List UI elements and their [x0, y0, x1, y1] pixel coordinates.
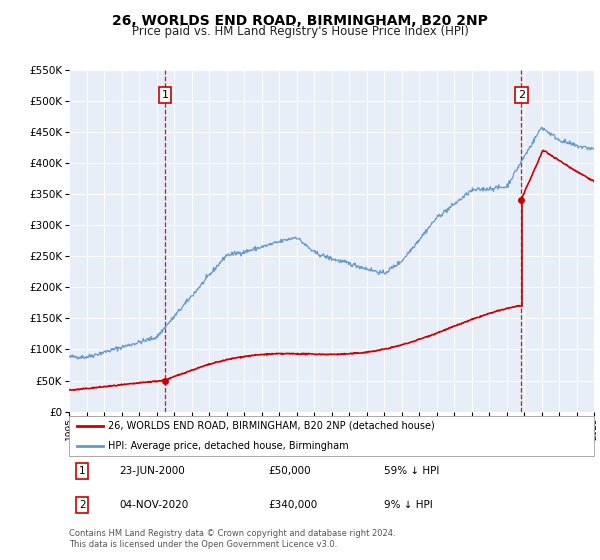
Text: 23-JUN-2000: 23-JUN-2000: [119, 466, 185, 477]
Text: 1: 1: [161, 90, 169, 100]
Text: 26, WORLDS END ROAD, BIRMINGHAM, B20 2NP: 26, WORLDS END ROAD, BIRMINGHAM, B20 2NP: [112, 14, 488, 28]
Text: 1: 1: [79, 466, 85, 477]
Text: Price paid vs. HM Land Registry's House Price Index (HPI): Price paid vs. HM Land Registry's House …: [131, 25, 469, 38]
Text: £340,000: £340,000: [269, 500, 318, 510]
Text: 9% ↓ HPI: 9% ↓ HPI: [384, 500, 433, 510]
Text: 26, WORLDS END ROAD, BIRMINGHAM, B20 2NP (detached house): 26, WORLDS END ROAD, BIRMINGHAM, B20 2NP…: [109, 421, 435, 431]
Text: 04-NOV-2020: 04-NOV-2020: [119, 500, 188, 510]
Text: 59% ↓ HPI: 59% ↓ HPI: [384, 466, 439, 477]
Text: 2: 2: [79, 500, 85, 510]
Text: HPI: Average price, detached house, Birmingham: HPI: Average price, detached house, Birm…: [109, 441, 349, 451]
Text: Contains HM Land Registry data © Crown copyright and database right 2024.
This d: Contains HM Land Registry data © Crown c…: [69, 529, 395, 549]
Text: £50,000: £50,000: [269, 466, 311, 477]
Text: 2: 2: [518, 90, 525, 100]
